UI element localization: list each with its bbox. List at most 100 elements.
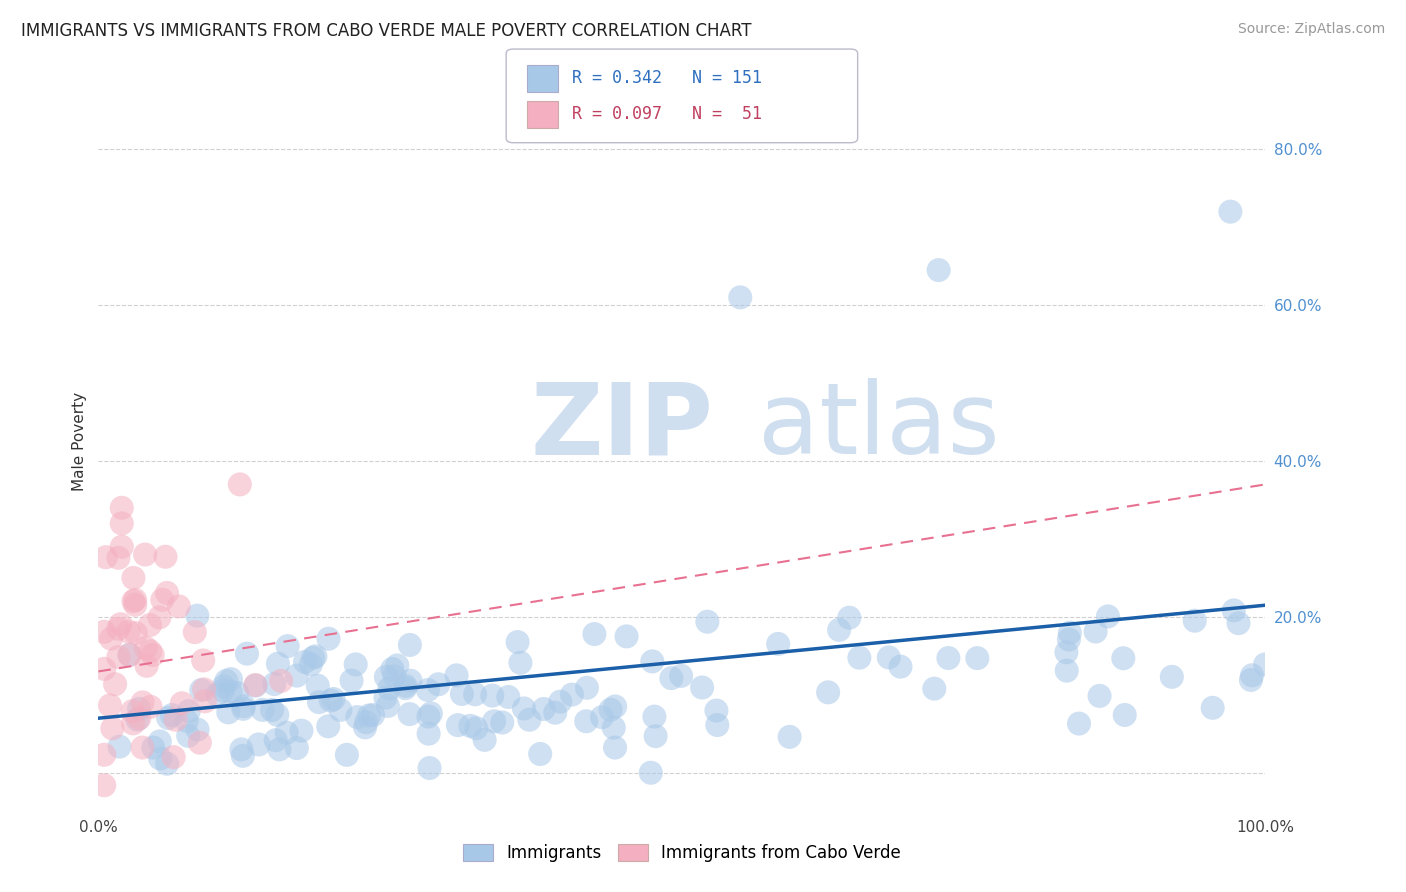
Point: [165, 713, 187, 727]
Point: [149, 751, 172, 765]
Point: [98, 698, 121, 713]
Point: [285, 741, 308, 756]
Point: [205, 688, 228, 702]
Point: [247, 738, 270, 752]
Text: atlas: atlas: [758, 378, 1000, 475]
Point: [419, 706, 441, 721]
Point: [188, 736, 211, 750]
Point: [139, 618, 162, 632]
Point: [139, 644, 162, 658]
Point: [603, 721, 626, 735]
Point: [160, 708, 183, 723]
Point: [346, 710, 368, 724]
Point: [696, 615, 718, 629]
Text: Source: ZipAtlas.com: Source: ZipAtlas.com: [1237, 22, 1385, 37]
Point: [269, 742, 291, 756]
Point: [184, 625, 207, 640]
Point: [131, 695, 153, 709]
Point: [304, 649, 326, 664]
Point: [302, 650, 325, 665]
Point: [229, 477, 252, 491]
Point: [491, 715, 513, 730]
Point: [285, 668, 308, 682]
Point: [245, 678, 267, 692]
Point: [308, 695, 330, 709]
Point: [1054, 645, 1077, 659]
Point: [513, 701, 536, 715]
Point: [252, 703, 274, 717]
Point: [176, 714, 198, 728]
Point: [290, 723, 312, 738]
Point: [374, 670, 396, 684]
Point: [1084, 624, 1107, 639]
Point: [1202, 701, 1225, 715]
Point: [232, 748, 254, 763]
Point: [877, 650, 900, 665]
Point: [482, 714, 505, 729]
Point: [267, 657, 290, 671]
Point: [1254, 657, 1277, 672]
Point: [277, 639, 299, 653]
Point: [419, 761, 441, 775]
Point: [212, 679, 235, 693]
Point: [766, 637, 789, 651]
Point: [399, 673, 422, 688]
Point: [219, 685, 242, 699]
Point: [359, 708, 381, 723]
Point: [1219, 204, 1241, 219]
Point: [122, 716, 145, 731]
Point: [356, 715, 378, 730]
Point: [583, 627, 606, 641]
Point: [361, 708, 384, 723]
Point: [177, 704, 200, 718]
Point: [922, 681, 945, 696]
Point: [395, 679, 418, 693]
Point: [232, 699, 254, 714]
Point: [730, 290, 752, 304]
Point: [1227, 616, 1250, 631]
Point: [101, 722, 124, 736]
Point: [142, 740, 165, 755]
Point: [163, 750, 186, 764]
Point: [118, 648, 141, 662]
Text: R = 0.097   N =  51: R = 0.097 N = 51: [572, 105, 762, 123]
Point: [135, 658, 157, 673]
Point: [170, 696, 193, 710]
Point: [616, 629, 638, 643]
Point: [266, 707, 288, 722]
Point: [294, 655, 316, 669]
Text: IMMIGRANTS VS IMMIGRANTS FROM CABO VERDE MALE POVERTY CORRELATION CHART: IMMIGRANTS VS IMMIGRANTS FROM CABO VERDE…: [21, 22, 752, 40]
Point: [149, 734, 172, 748]
Point: [509, 656, 531, 670]
Point: [107, 550, 129, 565]
Point: [828, 623, 851, 637]
Point: [498, 690, 520, 704]
Point: [107, 650, 129, 665]
Point: [575, 714, 598, 729]
Point: [156, 586, 179, 600]
Point: [1184, 614, 1206, 628]
Point: [322, 692, 344, 706]
Point: [157, 711, 180, 725]
Point: [186, 608, 208, 623]
Point: [1067, 716, 1090, 731]
Point: [446, 668, 468, 682]
Point: [399, 638, 422, 652]
Point: [263, 677, 285, 691]
Point: [226, 686, 249, 700]
Point: [544, 706, 567, 720]
Point: [134, 548, 156, 562]
Point: [156, 756, 179, 771]
Point: [276, 725, 298, 739]
Point: [340, 673, 363, 688]
Point: [344, 657, 367, 672]
Point: [118, 648, 141, 662]
Point: [117, 624, 139, 639]
Point: [93, 662, 115, 676]
Point: [299, 657, 322, 672]
Point: [1160, 670, 1182, 684]
Point: [378, 681, 401, 696]
Point: [1114, 708, 1136, 723]
Point: [148, 610, 170, 624]
Point: [217, 706, 239, 720]
